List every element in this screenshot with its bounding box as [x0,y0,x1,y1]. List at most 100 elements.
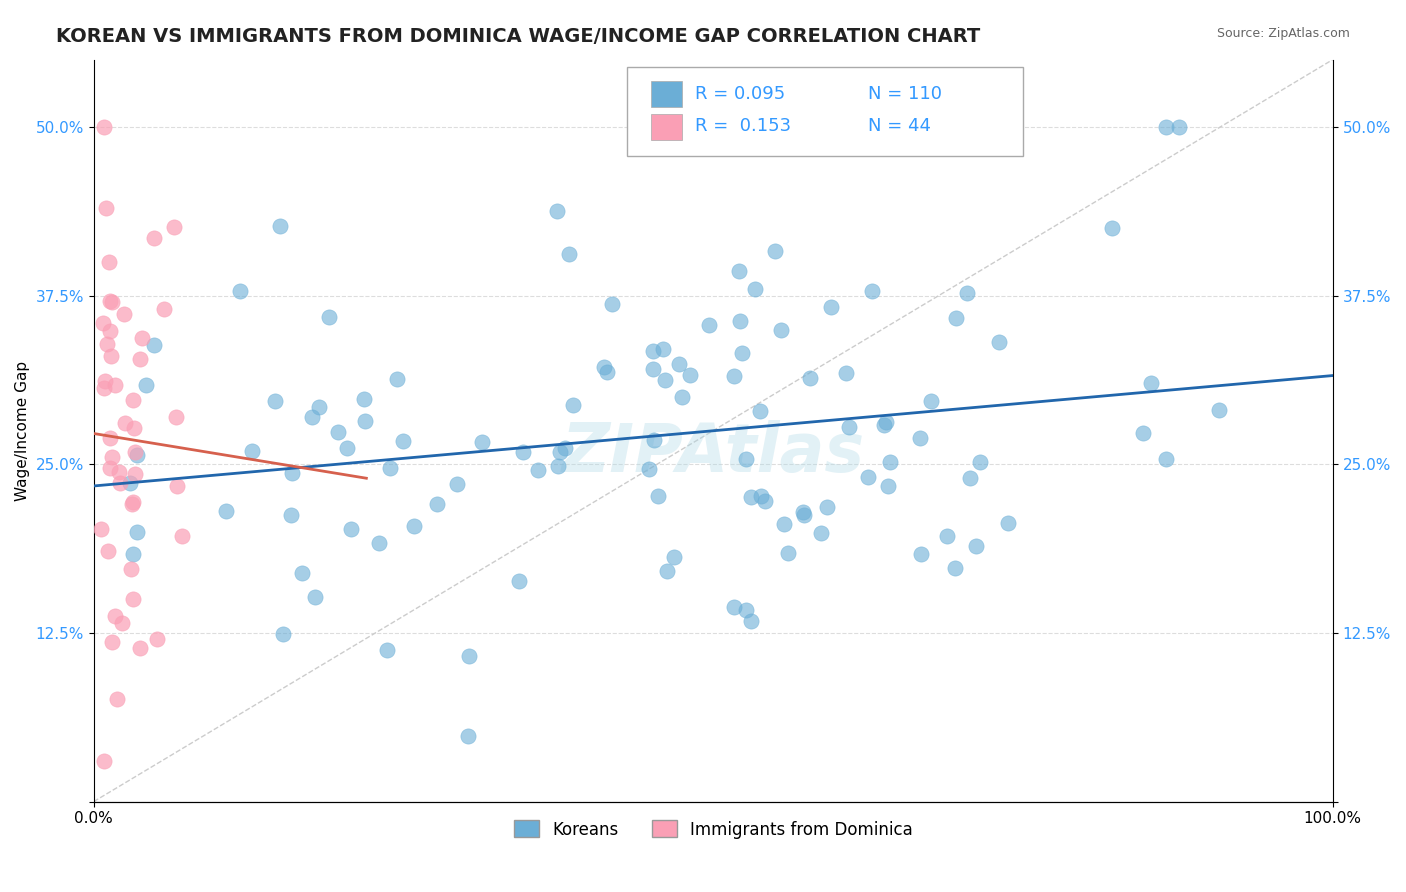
Point [301,409,323,424]
Point [128,351,150,366]
Point [215,504,238,518]
Point [936,529,959,543]
Point [387,372,409,386]
Point [124,445,146,459]
Point [512,445,534,459]
Point [97,255,120,269]
Point [124,467,146,482]
Point [873,418,896,433]
Point [127,525,149,540]
Point [969,455,991,469]
Point [662,549,685,564]
Text: KOREAN VS IMMIGRANTS FROM DOMINICA WAGE/INCOME GAP CORRELATION CHART: KOREAN VS IMMIGRANTS FROM DOMINICA WAGE/… [56,27,980,45]
Point [647,489,669,503]
Point [792,505,814,519]
Point [368,536,391,550]
Point [877,479,900,493]
Point [799,370,821,384]
Point [120,476,142,491]
Point [166,479,188,493]
Text: N = 44: N = 44 [868,118,931,136]
Point [728,314,751,328]
Point [101,450,124,464]
Point [121,592,143,607]
Point [735,451,758,466]
Point [426,497,449,511]
Point [1208,403,1230,417]
Point [862,284,884,298]
Point [1132,425,1154,440]
Point [744,282,766,296]
Point [163,220,186,235]
Point [402,519,425,533]
Point [820,300,842,314]
Point [378,460,401,475]
Point [792,508,814,522]
Point [100,431,122,445]
Point [353,392,375,407]
Point [101,295,124,310]
Point [100,635,122,649]
Point [94,374,117,388]
Point [643,344,665,359]
Point [562,398,585,412]
Point [838,419,860,434]
Point [304,590,326,604]
Point [856,469,879,483]
Point [1101,221,1123,235]
Point [98,294,121,309]
Text: R = 0.095: R = 0.095 [695,85,785,103]
Point [997,516,1019,531]
Legend: Koreans, Immigrants from Dominica: Koreans, Immigrants from Dominica [508,814,920,846]
Point [956,286,979,301]
Point [93,754,115,768]
Point [697,318,720,332]
Point [121,497,143,511]
Point [641,362,664,376]
Point [318,310,340,324]
Point [122,420,145,434]
Point [769,323,792,337]
Point [526,463,548,477]
Point [122,547,145,561]
Point [353,414,375,428]
Point [142,231,165,245]
Point [749,403,772,417]
Point [638,462,661,476]
Point [668,357,690,371]
Point [723,369,745,384]
Point [229,285,252,299]
Point [446,477,468,491]
Point [98,324,121,338]
Point [1168,120,1191,134]
Point [280,508,302,522]
Point [90,523,112,537]
Point [740,614,762,628]
Point [96,336,118,351]
Point [96,201,118,215]
Point [457,648,479,663]
Point [165,409,187,424]
Point [146,632,169,646]
Point [269,219,291,233]
Point [965,539,987,553]
Point [112,307,135,321]
FancyBboxPatch shape [651,114,682,140]
Text: R =  0.153: R = 0.153 [695,118,790,136]
Point [93,120,115,134]
Point [910,547,932,561]
Point [120,562,142,576]
Point [291,566,314,580]
Point [97,544,120,558]
Point [508,574,530,589]
Point [1154,120,1177,134]
Point [875,415,897,429]
Point [108,465,131,479]
Point [104,378,127,392]
Y-axis label: Wage/Income Gap: Wage/Income Gap [15,360,30,500]
Point [271,626,294,640]
Point [114,416,136,430]
Point [643,433,665,447]
Point [749,489,772,503]
Point [945,310,967,325]
